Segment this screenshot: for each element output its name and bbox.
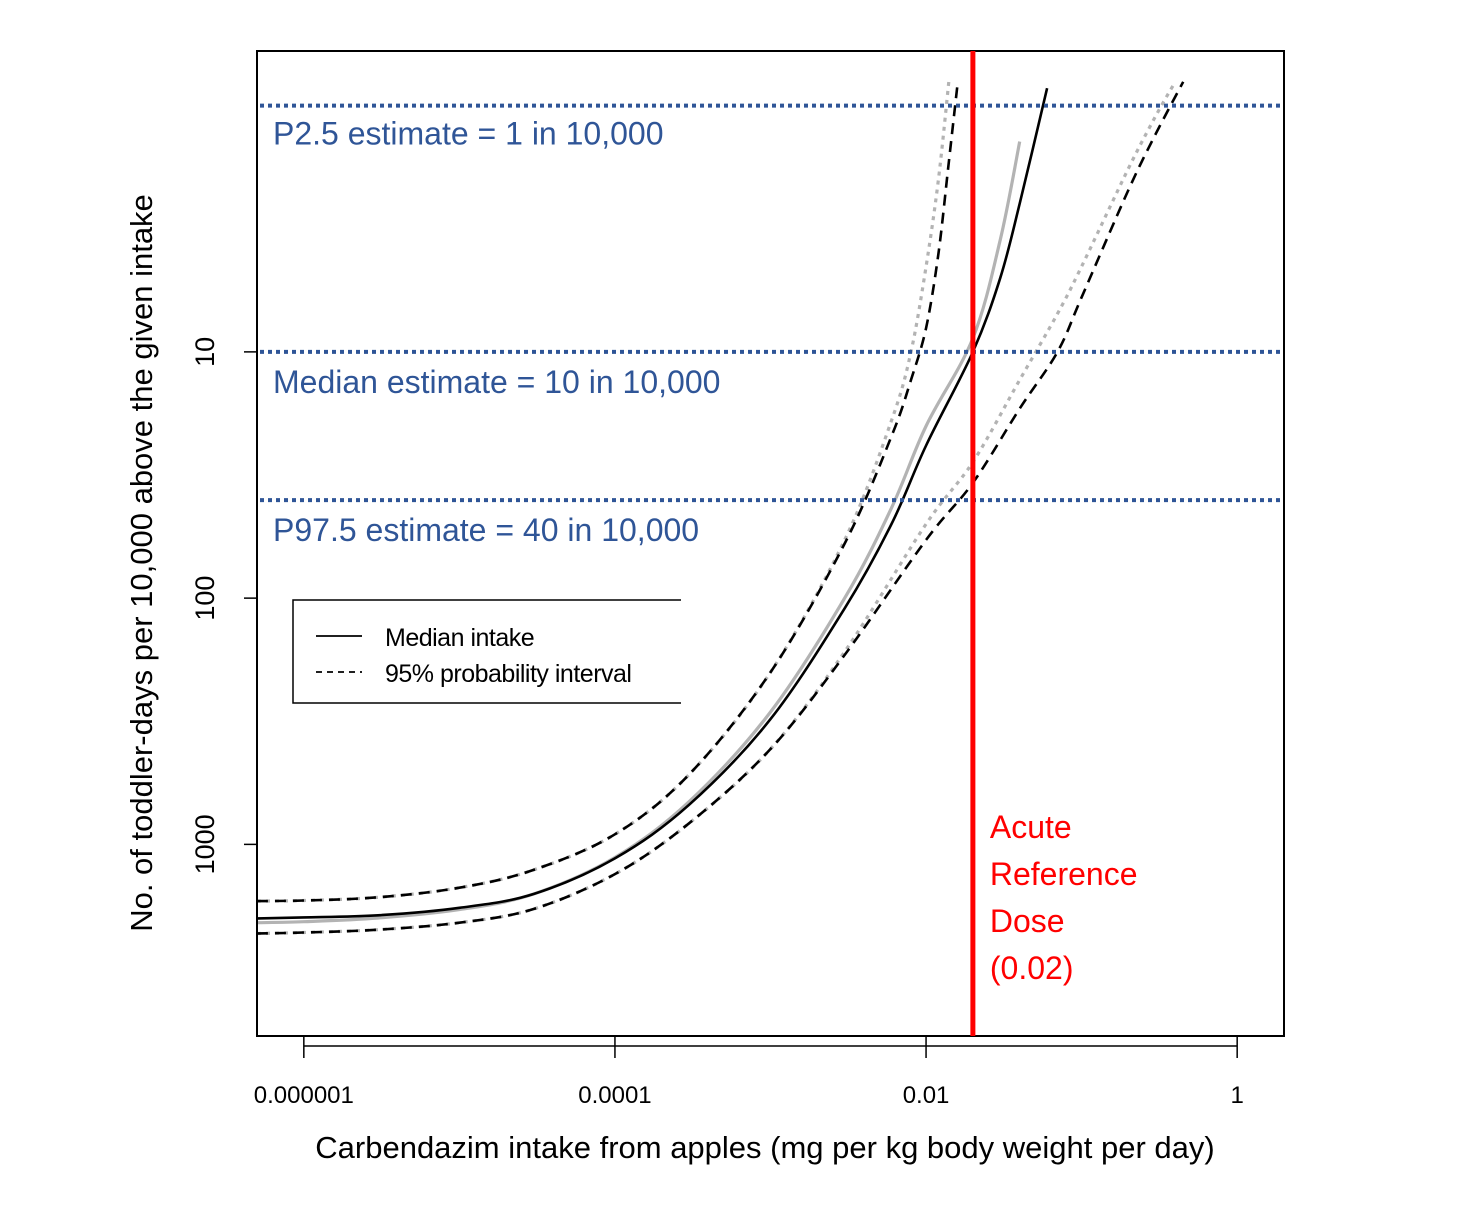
plot-frame — [256, 50, 1285, 1037]
series-line-2 — [258, 81, 960, 903]
y-tick-label-1: 100 — [190, 576, 220, 621]
arfd-label-line-3: (0.02) — [990, 950, 1074, 986]
arfd-label-line-0: Acute — [990, 809, 1072, 845]
x-tick-label-2: 0.01 — [903, 1082, 950, 1109]
series-line-4 — [258, 81, 951, 903]
x-tick-label-1: 0.0001 — [578, 1082, 651, 1109]
y-axis-title: No. of toddler-days per 10,000 above the… — [124, 194, 159, 932]
series-line-5 — [258, 80, 1177, 936]
y-tick-label-2: 1000 — [190, 814, 220, 874]
axis-layer: 0.000001 0.0001 0.01 1 10 100 1000 — [190, 337, 1244, 1109]
legend: Median intake 95% probability interval — [292, 599, 681, 704]
reference-hline-label-2: P97.5 estimate = 40 in 10,000 — [273, 512, 699, 548]
legend-box — [292, 599, 681, 704]
legend-entry-median: Median intake — [385, 624, 534, 652]
arfd-label-line-2: Dose — [990, 903, 1065, 939]
x-axis-title: Carbendazim intake from apples (mg per k… — [315, 1130, 1214, 1165]
y-tick-label-0: 10 — [190, 337, 220, 367]
x-tick-label-3: 1 — [1230, 1082, 1243, 1109]
legend-entry-interval: 95% probability interval — [385, 660, 631, 688]
reference-hline-label-0: P2.5 estimate = 1 in 10,000 — [273, 116, 663, 152]
series-line-0 — [258, 87, 1049, 920]
x-tick-label-0: 0.000001 — [254, 1082, 354, 1109]
arfd-label-line-1: Reference — [990, 856, 1138, 892]
reference-lines-layer: P2.5 estimate = 1 in 10,000 Median estima… — [260, 51, 1284, 1036]
reference-hline-label-1: Median estimate = 10 in 10,000 — [273, 364, 720, 400]
